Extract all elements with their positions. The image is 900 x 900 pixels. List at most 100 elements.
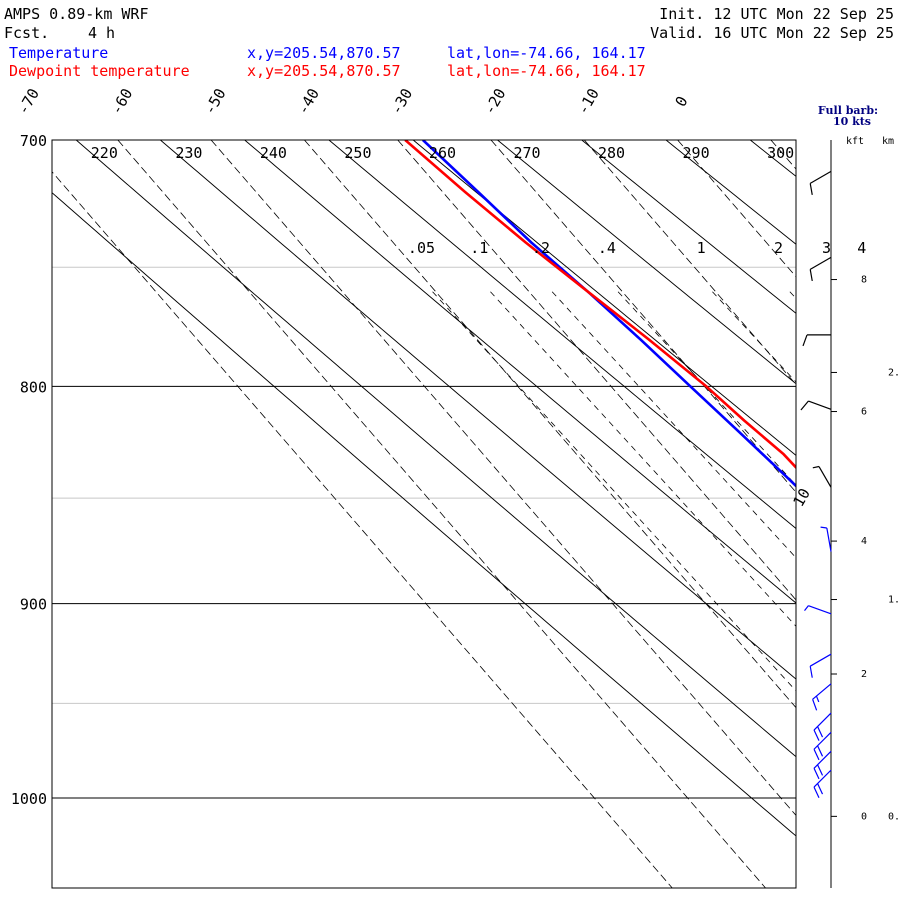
height-label-kft-8: 8 xyxy=(861,275,867,286)
dry-adiabat-220 xyxy=(75,140,796,758)
wind-barb-4 xyxy=(812,465,832,488)
fcst-value: 4 h xyxy=(88,24,115,42)
wind-barb-staff-4 xyxy=(818,466,832,488)
height-label-kft-2: 2 xyxy=(861,669,867,680)
height-label-km-0.: 0. xyxy=(888,811,900,822)
isobar-label-900: 900 xyxy=(20,596,47,614)
temperature-profile xyxy=(422,140,796,488)
barb-note-line1: Full barb: xyxy=(818,104,878,117)
isotherm-10 xyxy=(864,140,900,888)
dry-adiabat-290 xyxy=(665,140,796,245)
wind-barb-column: 8 2. 6 4 1. 2 0 0. xyxy=(800,140,900,888)
wind-barb-11 xyxy=(813,750,832,780)
isotherm--20 xyxy=(583,140,796,386)
wind-barb-half-8 xyxy=(815,695,820,703)
wind-barb-flag-2-0 xyxy=(802,334,808,347)
dry-adiabat-label-240: 240 xyxy=(260,144,287,162)
isotherm-label-0: 0 xyxy=(672,93,692,110)
wind-barb-8 xyxy=(812,683,832,711)
wind-barb-half-5 xyxy=(820,526,827,529)
dry-adiabat-label-300: 300 xyxy=(767,144,794,162)
wind-barb-1 xyxy=(809,256,832,282)
wind-barb-flag-11-1 xyxy=(817,764,824,776)
isobar-label-1000: 1000 xyxy=(11,790,47,808)
axis-labels: 700 800 900 1000 .05 .1 .2 .4 1 2 3 4 6 -70 -60 -50 -40 -… xyxy=(11,85,866,808)
height-label-kft-0: 0 xyxy=(861,811,867,822)
legend-dewpoint-xy: x,y=205.54,870.57 xyxy=(247,62,401,80)
sounding-profiles xyxy=(404,140,796,488)
dry-adiabat-260 xyxy=(412,140,796,456)
wind-barb-staff-3 xyxy=(808,400,832,410)
isotherm--70 xyxy=(117,140,766,888)
wind-barb-flag-10-1 xyxy=(817,745,824,757)
dry-adiabat-label-230: 230 xyxy=(175,144,202,162)
mixing-ratio-label-3: 3 xyxy=(822,239,831,257)
wind-barb-staff-8 xyxy=(812,683,832,700)
legend-temperature-latlon: lat,lon=-74.66, 164.17 xyxy=(447,44,646,62)
wind-barb-flag-12-0 xyxy=(813,786,820,798)
wind-barb-staff-12 xyxy=(813,769,832,788)
legend-dewpoint-name: Dewpoint temperature xyxy=(9,62,190,80)
legend-temperature-xy: x,y=205.54,870.57 xyxy=(247,44,401,62)
dry-adiabat-280 xyxy=(581,140,796,314)
dry-adiabat-250 xyxy=(328,140,796,530)
mixing-ratio-label-4: 4 xyxy=(857,239,866,257)
mixing-ratio-label-1: 1 xyxy=(697,239,706,257)
dry-adiabat-label-260: 260 xyxy=(429,144,456,162)
wind-barb-12 xyxy=(813,769,832,798)
height-label-km-2.: 2. xyxy=(888,367,900,378)
dry-adiabat-230 xyxy=(159,140,796,680)
legend-dewpoint-latlon: lat,lon=-74.66, 164.17 xyxy=(447,62,646,80)
isotherm--60 xyxy=(210,140,796,817)
dry-adiabat-label-290: 290 xyxy=(683,144,710,162)
wind-barb-staff-9 xyxy=(813,712,832,731)
wind-barb-staff-5 xyxy=(826,527,832,552)
mixing-ratio-3 xyxy=(838,292,900,871)
wind-barb-staff-10 xyxy=(813,731,832,750)
isobar-label-800: 800 xyxy=(20,378,47,396)
wind-barb-flag-1-0 xyxy=(809,269,813,282)
dry-adiabat-210 xyxy=(52,192,796,837)
isotherm-label--60: -60 xyxy=(107,85,136,117)
model-title: AMPS 0.89-km WRF xyxy=(4,5,149,23)
isotherm-label--10: -10 xyxy=(574,85,603,117)
mixing-ratio-label-.1: .1 xyxy=(470,239,488,257)
wind-barb-half-6 xyxy=(804,605,809,611)
wind-barb-2 xyxy=(802,334,831,347)
dry-adiabat-label-280: 280 xyxy=(598,144,625,162)
height-label-kft-6: 6 xyxy=(861,407,867,418)
mixing-ratio-label-.05: .05 xyxy=(408,239,435,257)
kft-header: kft xyxy=(846,136,864,147)
mixing-ratio-4 xyxy=(873,292,900,871)
mixing-ratio-label-.4: .4 xyxy=(598,239,616,257)
fcst-label: Fcst. xyxy=(4,24,49,42)
dewpoint-profile xyxy=(404,140,796,470)
isotherm-label--30: -30 xyxy=(387,85,416,117)
wind-barb-10 xyxy=(813,731,832,761)
height-label-km-1.: 1. xyxy=(888,595,900,606)
isotherm-label--20: -20 xyxy=(480,85,509,117)
wind-barb-flag-12-1 xyxy=(817,783,824,795)
dry-adiabat-240 xyxy=(243,140,796,604)
diagram-grid xyxy=(52,140,900,888)
isotherm-0 xyxy=(770,140,796,170)
wind-barb-0 xyxy=(809,170,832,195)
wind-barb-flag-11-0 xyxy=(813,768,820,780)
wind-barb-flag-0-0 xyxy=(809,183,813,195)
wind-barb-flag-9-1 xyxy=(817,726,824,738)
wind-barb-flag-10-0 xyxy=(813,748,820,761)
dry-adiabat-label-270: 270 xyxy=(513,144,540,162)
dry-adiabat-270 xyxy=(496,140,796,385)
mixing-ratio-.05 xyxy=(432,291,796,692)
wind-barb-9 xyxy=(813,712,832,741)
isotherm--40 xyxy=(397,140,796,601)
wind-barb-staff-1 xyxy=(809,256,832,270)
km-header: km xyxy=(882,136,894,147)
wind-barb-staff-6 xyxy=(808,605,832,615)
wind-barb-flag-9-0 xyxy=(813,729,820,741)
isotherm-label--70: -70 xyxy=(14,85,43,117)
dry-adiabat-label-220: 220 xyxy=(91,144,118,162)
plot-frame xyxy=(51,139,797,889)
isotherm--30 xyxy=(490,140,796,493)
valid-time: Valid. 16 UTC Mon 22 Sep 25 xyxy=(650,24,894,42)
